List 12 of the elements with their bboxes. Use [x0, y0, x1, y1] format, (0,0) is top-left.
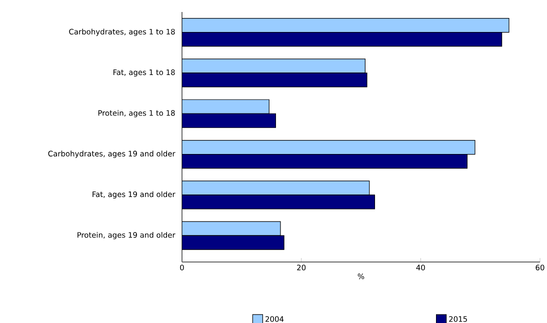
bar — [182, 180, 370, 196]
bar — [182, 58, 366, 74]
bar — [182, 221, 281, 236]
bar — [182, 113, 276, 128]
bar — [182, 194, 376, 210]
bar — [182, 99, 270, 114]
bar — [182, 154, 468, 169]
bar — [182, 18, 510, 33]
bar — [182, 72, 368, 88]
bar — [182, 140, 476, 155]
bar — [182, 235, 284, 250]
bar — [182, 32, 502, 47]
